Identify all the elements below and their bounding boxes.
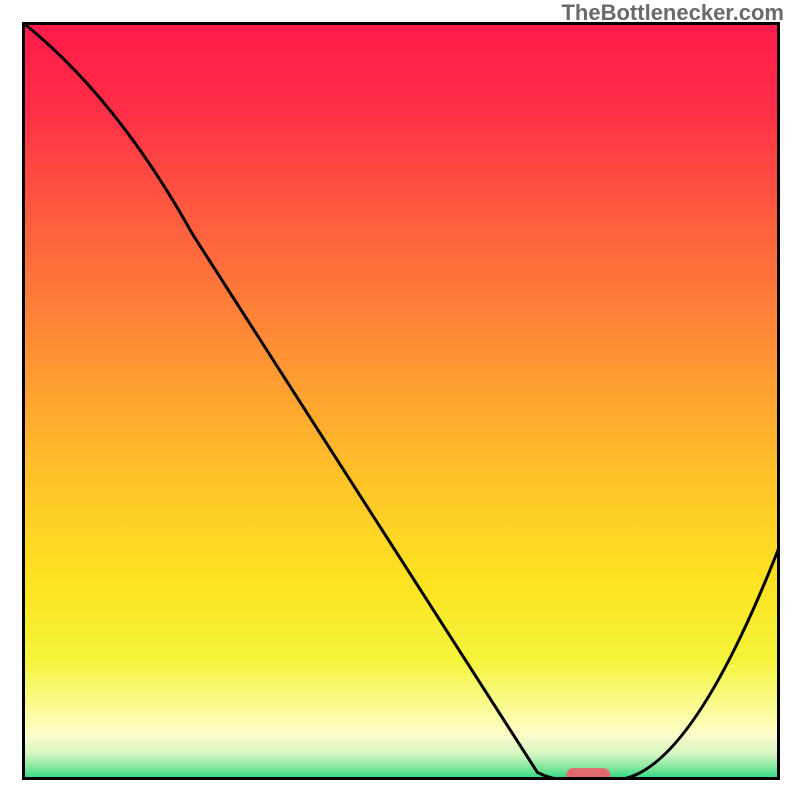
plot-area: [22, 22, 780, 780]
chart-container: TheBottlenecker.com: [0, 0, 800, 800]
watermark-text: TheBottlenecker.com: [561, 0, 784, 26]
plot-frame: [22, 22, 780, 780]
